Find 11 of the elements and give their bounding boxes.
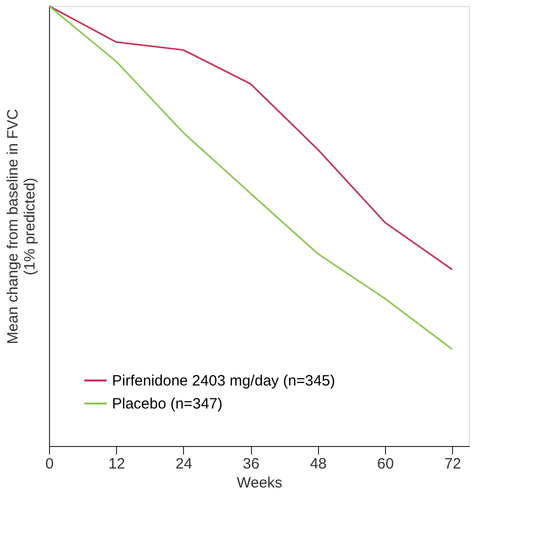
legend-label: Placebo (n=347) [112,396,222,412]
x-tick-label: 60 [377,456,394,472]
x-tick-label: 72 [444,456,462,472]
x-tick-label: 36 [242,456,260,472]
x-tick-label: 12 [108,456,126,472]
x-axis-title: Weeks [236,474,282,492]
legend-label: Pirfenidone 2403 mg/day (n=345) [112,372,336,390]
x-tick-label: 0 [45,456,54,472]
x-tick-label: 24 [176,456,192,472]
x-tick-label: 48 [310,456,327,472]
y-axis-title: Mean change from baseline in FVC (1% predicted) [4,108,38,344]
